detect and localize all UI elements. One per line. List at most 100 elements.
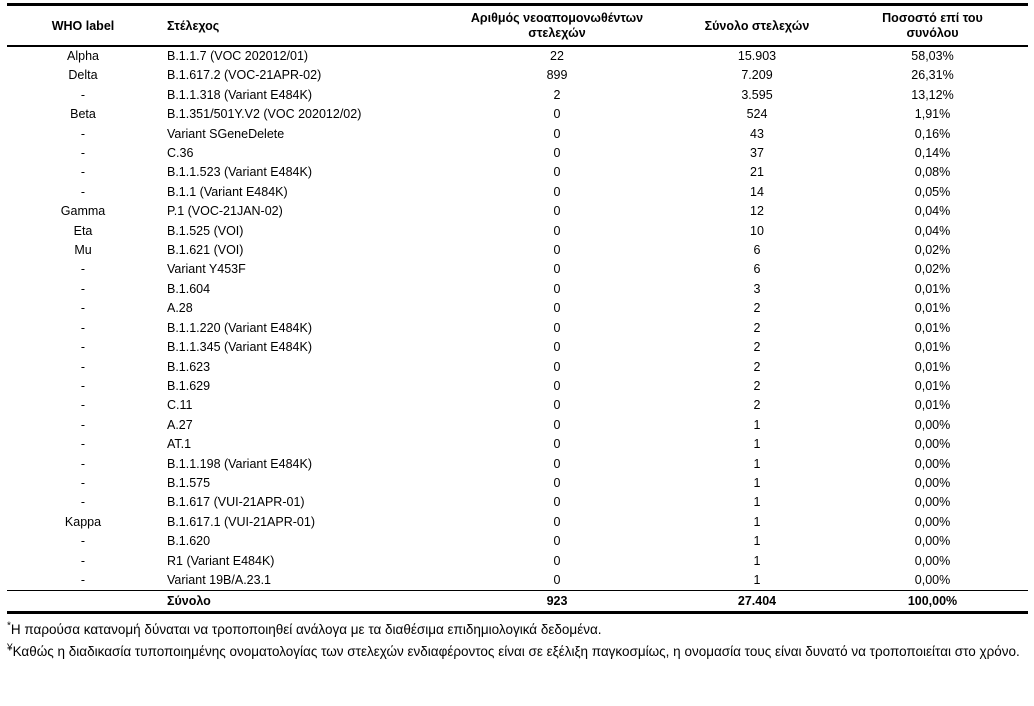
- who-label-cell: -: [80, 417, 86, 432]
- who-label-cell: Kappa: [64, 514, 102, 529]
- strain-cell: C.11: [167, 398, 193, 413]
- new-isolates-cell: 0: [553, 495, 561, 510]
- footnote-nomenclature-text: Καθώς η διαδικασία τυποποιημένης ονοματο…: [12, 643, 1020, 659]
- total-strains-cell: 2: [753, 340, 761, 355]
- total-strains-cell: 2: [753, 301, 761, 316]
- strain-cell: A.27: [167, 417, 193, 432]
- table-row: - Variant Y453F 0 6 0,02%: [7, 260, 1028, 279]
- header-who-label: WHO label: [7, 4, 159, 47]
- header-strain: Στέλεχος: [159, 4, 437, 47]
- strain-cell: B.1.617.2 (VOC-21APR-02): [167, 68, 322, 83]
- table-row: - Variant SGeneDelete 0 43 0,16%: [7, 125, 1028, 144]
- strain-cell: Variant 19B/A.23.1: [167, 572, 272, 587]
- who-label-cell: Delta: [68, 68, 98, 83]
- total-strains-cell: 2: [753, 378, 761, 393]
- strain-cell: B.1.1 (Variant E484K): [167, 184, 288, 199]
- percentage-cell: 0,01%: [914, 340, 951, 355]
- strain-cell: B.1.1.318 (Variant E484K): [167, 87, 312, 102]
- total-strains-cell: 6: [753, 262, 761, 277]
- who-label-cell: Alpha: [67, 49, 99, 63]
- new-isolates-cell: 0: [553, 320, 561, 335]
- table-row: - AT.1 0 1 0,00%: [7, 435, 1028, 454]
- new-isolates-cell: 0: [553, 417, 561, 432]
- table-row: - B.1.1.198 (Variant E484K) 0 1 0,00%: [7, 455, 1028, 474]
- table-row: Delta B.1.617.2 (VOC-21APR-02) 899 7.209 26,…: [7, 66, 1028, 85]
- new-isolates-cell: 0: [553, 572, 561, 587]
- new-isolates-cell: 0: [553, 456, 561, 471]
- new-isolates-cell: 0: [553, 514, 561, 529]
- strain-cell: B.1.1.7 (VOC 202012/01): [167, 49, 309, 63]
- variants-table: WHO label Στέλεχος Αριθμός νεοαπομονωθέν…: [7, 3, 1028, 615]
- total-strains-cell: 1: [753, 534, 761, 549]
- total-strains-cell: 21: [750, 165, 764, 180]
- strain-cell: B.1.575: [167, 475, 211, 490]
- new-isolates-cell: 0: [553, 281, 561, 296]
- total-strains-cell: 1: [753, 456, 761, 471]
- table-row: - B.1.1 (Variant E484K) 0 14 0,05%: [7, 183, 1028, 202]
- footnote-distribution: *Η παρούσα κατανομή δύναται να τροποποιη…: [7, 619, 1021, 641]
- total-strains-cell: 2: [753, 398, 761, 413]
- total-strains-cell: 2: [753, 320, 761, 335]
- new-isolates-cell: 0: [553, 223, 561, 238]
- total-strains-cell: 3.595: [741, 87, 773, 102]
- strain-cell: P.1 (VOC-21JAN-02): [167, 204, 283, 219]
- percentage-cell: 0,02%: [914, 262, 951, 277]
- strain-cell: B.1.525 (VOI): [167, 223, 244, 238]
- total-strains-cell: 14: [750, 184, 764, 199]
- total-row: Σύνολο 923 27.404 100,00%: [7, 590, 1028, 615]
- who-label-cell: -: [80, 437, 86, 452]
- new-isolates-cell: 22: [550, 49, 564, 63]
- percentage-cell: 0,00%: [914, 437, 951, 452]
- strain-cell: B.1.620: [167, 534, 211, 549]
- percentage-cell: 0,00%: [914, 456, 951, 471]
- who-label-cell: -: [80, 262, 86, 277]
- strain-cell: B.1.629: [167, 378, 211, 393]
- strain-cell: B.1.351/501Y.V2 (VOC 202012/02): [167, 107, 362, 122]
- total-strains-cell: 2: [753, 359, 761, 374]
- new-isolates-cell: 0: [553, 243, 561, 258]
- who-label-cell: -: [80, 126, 86, 141]
- table-row: - Variant 19B/A.23.1 0 1 0,00%: [7, 571, 1028, 591]
- percentage-cell: 0,04%: [914, 204, 951, 219]
- who-label-cell: Mu: [74, 243, 92, 258]
- who-label-cell: -: [80, 146, 86, 161]
- strain-cell: B.1.1.345 (Variant E484K): [167, 340, 312, 355]
- who-label-cell: -: [80, 165, 86, 180]
- table-row: Beta B.1.351/501Y.V2 (VOC 202012/02) 0 524 1…: [7, 105, 1028, 124]
- table-row: - B.1.629 0 2 0,01%: [7, 377, 1028, 396]
- percentage-cell: 0,04%: [914, 223, 951, 238]
- percentage-cell: 0,01%: [914, 398, 951, 413]
- percentage-cell: 0,00%: [914, 514, 951, 529]
- header-percentage: Ποσοστό επί του συνόλου: [837, 4, 1028, 47]
- total-empty-cell: [7, 590, 159, 615]
- total-strains-cell: 1: [753, 514, 761, 529]
- percentage-cell: 0,01%: [914, 301, 951, 316]
- strain-cell: B.1.621 (VOI): [167, 243, 244, 258]
- table-row: - R1 (Variant E484K) 0 1 0,00%: [7, 552, 1028, 571]
- percentage-cell: 0,00%: [914, 475, 951, 490]
- total-label: Σύνολο: [159, 590, 437, 615]
- total-strains-cell: 15.903: [737, 49, 777, 63]
- who-label-cell: -: [80, 378, 86, 393]
- who-label-cell: -: [80, 456, 86, 471]
- percentage-cell: 0,00%: [914, 553, 951, 568]
- new-isolates-cell: 0: [553, 475, 561, 490]
- percentage-cell: 0,16%: [914, 126, 951, 141]
- total-percentage: 100,00%: [837, 590, 1028, 615]
- new-isolates-cell: 0: [553, 398, 561, 413]
- new-isolates-cell: 0: [553, 553, 561, 568]
- percentage-cell: 26,31%: [911, 68, 954, 83]
- total-strains-cell: 37: [750, 146, 764, 161]
- new-isolates-cell: 0: [553, 146, 561, 161]
- total-strains-cell: 1: [753, 553, 761, 568]
- footnotes: *Η παρούσα κατανομή δύναται να τροποποιη…: [7, 619, 1021, 662]
- table-row: - C.11 0 2 0,01%: [7, 396, 1028, 415]
- table-row: - B.1.620 0 1 0,00%: [7, 532, 1028, 551]
- strain-cell: B.1.604: [167, 281, 211, 296]
- header-new-isolates: Αριθμός νεοαπομονωθέντων στελεχών: [437, 4, 677, 47]
- new-isolates-cell: 0: [553, 301, 561, 316]
- table-row: - B.1.1.523 (Variant E484K) 0 21 0,08%: [7, 163, 1028, 182]
- table-row: - B.1.1.345 (Variant E484K) 0 2 0,01%: [7, 338, 1028, 357]
- document-page: WHO label Στέλεχος Αριθμός νεοαπομονωθέν…: [7, 3, 1028, 662]
- who-label-cell: -: [80, 572, 86, 587]
